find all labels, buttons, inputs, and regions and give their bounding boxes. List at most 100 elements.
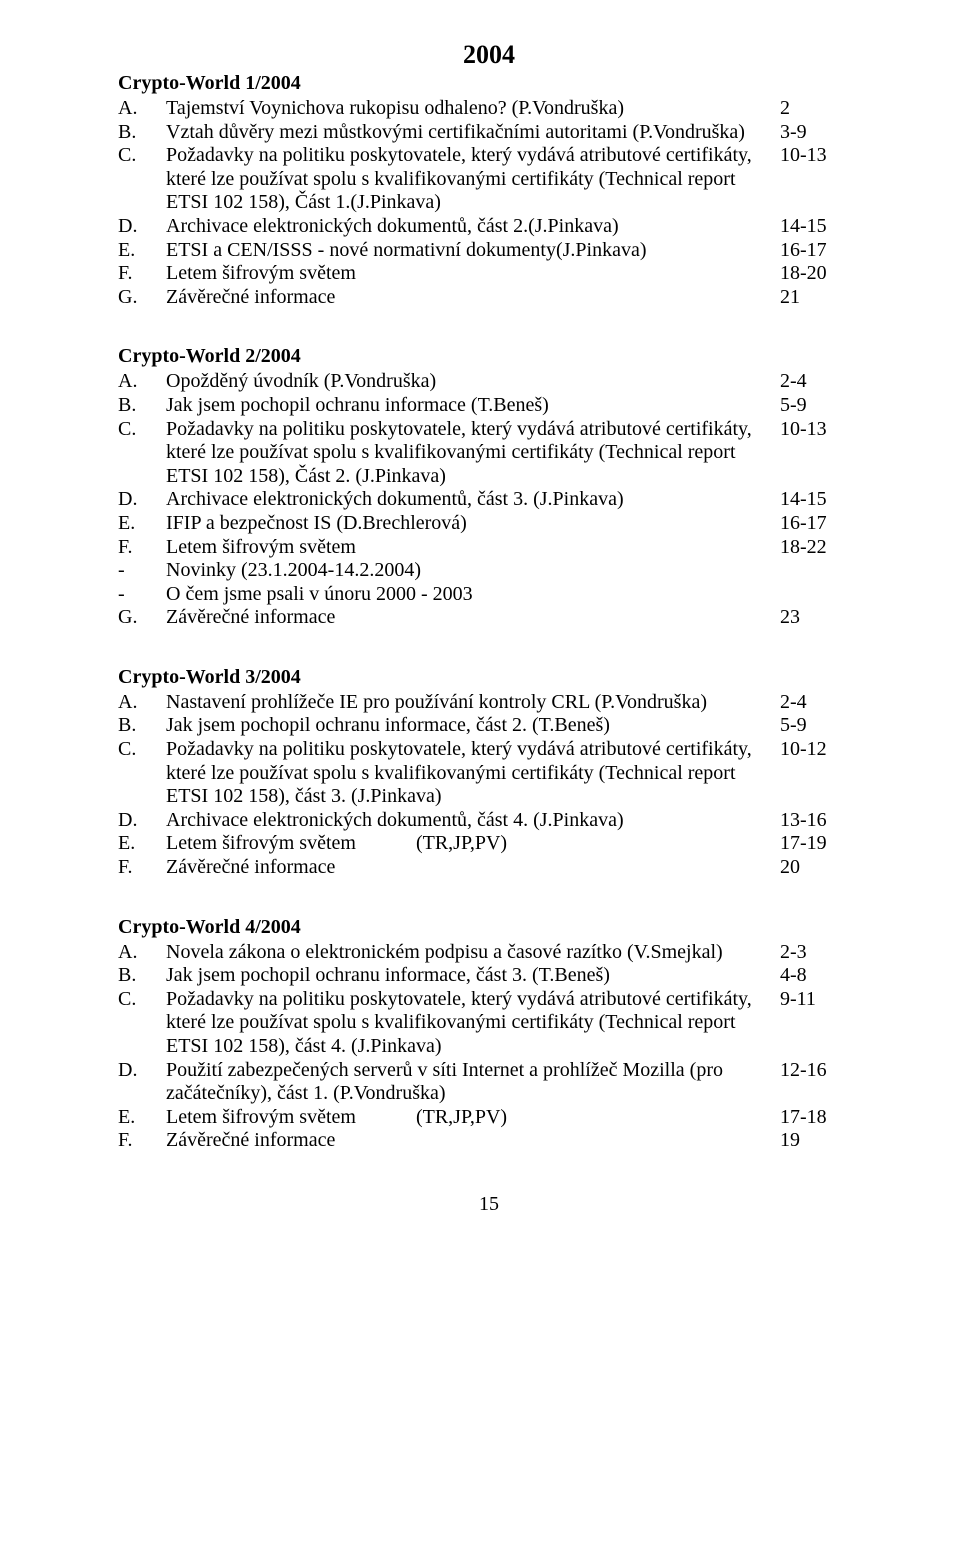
entry-text: Požadavky na politiku poskytovatele, kte… bbox=[166, 418, 756, 489]
entry-text: Závěrečné informace bbox=[166, 606, 756, 630]
entry-text: Požadavky na politiku poskytovatele, kte… bbox=[166, 144, 756, 215]
toc-entry: F.Letem šifrovým světem18-22 bbox=[118, 536, 860, 560]
entry-text: Letem šifrovým světem(TR,JP,PV) bbox=[166, 832, 756, 856]
entry-pages: 21 bbox=[756, 286, 860, 310]
entry-pages: 10-13 bbox=[756, 144, 860, 168]
entry-label: G. bbox=[118, 606, 166, 630]
entry-label: B. bbox=[118, 714, 166, 738]
year-heading: 2004 bbox=[118, 40, 860, 70]
entry-label: D. bbox=[118, 809, 166, 833]
issue-title: Crypto-World 3/2004 bbox=[118, 666, 860, 689]
toc-entry: D.Archivace elektronických dokumentů, čá… bbox=[118, 215, 860, 239]
entry-text: Jak jsem pochopil ochranu informace, čás… bbox=[166, 714, 756, 738]
entry-label: D. bbox=[118, 1059, 166, 1083]
entry-text: Závěrečné informace bbox=[166, 856, 756, 880]
toc-note: -Novinky (23.1.2004-14.2.2004) bbox=[118, 559, 860, 583]
entry-label: E. bbox=[118, 1106, 166, 1130]
toc-entry: A.Opožděný úvodník (P.Vondruška)2-4 bbox=[118, 370, 860, 394]
note-pages bbox=[756, 559, 860, 583]
entry-label: C. bbox=[118, 988, 166, 1012]
entry-pages: 19 bbox=[756, 1129, 860, 1153]
toc-entry: F.Závěrečné informace20 bbox=[118, 856, 860, 880]
entry-text: Novela zákona o elektronickém podpisu a … bbox=[166, 941, 756, 965]
toc-entry: C.Požadavky na politiku poskytovatele, k… bbox=[118, 988, 860, 1059]
entry-pages: 5-9 bbox=[756, 394, 860, 418]
entry-label: C. bbox=[118, 418, 166, 442]
note-hyphen: - bbox=[118, 583, 166, 607]
entry-label: B. bbox=[118, 964, 166, 988]
entry-pages: 10-13 bbox=[756, 418, 860, 442]
toc-entry: G.Závěrečné informace21 bbox=[118, 286, 860, 310]
entry-label: G. bbox=[118, 286, 166, 310]
entry-label: D. bbox=[118, 215, 166, 239]
entry-label: C. bbox=[118, 738, 166, 762]
page-number: 15 bbox=[118, 1193, 860, 1216]
entry-text: Opožděný úvodník (P.Vondruška) bbox=[166, 370, 756, 394]
entry-text: Letem šifrovým světem bbox=[166, 262, 756, 286]
toc-entry: C.Požadavky na politiku poskytovatele, k… bbox=[118, 144, 860, 215]
entry-pages: 16-17 bbox=[756, 512, 860, 536]
entry-pages: 16-17 bbox=[756, 239, 860, 263]
entry-text: IFIP a bezpečnost IS (D.Brechlerová) bbox=[166, 512, 756, 536]
toc-entry: E.ETSI a CEN/ISSS - nové normativní doku… bbox=[118, 239, 860, 263]
toc-entry: E.IFIP a bezpečnost IS (D.Brechlerová)16… bbox=[118, 512, 860, 536]
toc-entry: F.Závěrečné informace19 bbox=[118, 1129, 860, 1153]
entry-text: Archivace elektronických dokumentů, část… bbox=[166, 215, 756, 239]
entry-label: F. bbox=[118, 262, 166, 286]
entry-label: A. bbox=[118, 691, 166, 715]
toc-entry: D.Použití zabezpečených serverů v síti I… bbox=[118, 1059, 860, 1106]
entry-label: B. bbox=[118, 121, 166, 145]
entry-pages: 17-19 bbox=[756, 832, 860, 856]
entry-label: A. bbox=[118, 370, 166, 394]
entry-pages: 3-9 bbox=[756, 121, 860, 145]
entry-pages: 2-4 bbox=[756, 691, 860, 715]
entry-pages: 2-3 bbox=[756, 941, 860, 965]
toc-entry: D.Archivace elektronických dokumentů, čá… bbox=[118, 809, 860, 833]
entry-text: Jak jsem pochopil ochranu informace (T.B… bbox=[166, 394, 756, 418]
entry-label: E. bbox=[118, 512, 166, 536]
entry-pages: 14-15 bbox=[756, 488, 860, 512]
issue-block: Crypto-World 2/2004A.Opožděný úvodník (P… bbox=[118, 345, 860, 630]
note-text: Novinky (23.1.2004-14.2.2004) bbox=[166, 559, 756, 583]
entry-pages: 18-20 bbox=[756, 262, 860, 286]
toc-entry: E.Letem šifrovým světem(TR,JP,PV)17-19 bbox=[118, 832, 860, 856]
issue-block: Crypto-World 3/2004A.Nastavení prohlížeč… bbox=[118, 666, 860, 880]
entry-text: Letem šifrovým světem bbox=[166, 536, 756, 560]
entry-pages: 17-18 bbox=[756, 1106, 860, 1130]
toc-entry: A.Novela zákona o elektronickém podpisu … bbox=[118, 941, 860, 965]
entry-label: E. bbox=[118, 239, 166, 263]
document-page: 2004 Crypto-World 1/2004A.Tajemství Voyn… bbox=[0, 0, 960, 1246]
toc-entry: D.Archivace elektronických dokumentů, čá… bbox=[118, 488, 860, 512]
issue-title: Crypto-World 4/2004 bbox=[118, 916, 860, 939]
issue-block: Crypto-World 4/2004A.Novela zákona o ele… bbox=[118, 916, 860, 1153]
toc-entry: C.Požadavky na politiku poskytovatele, k… bbox=[118, 418, 860, 489]
entry-text: Požadavky na politiku poskytovatele, kte… bbox=[166, 988, 756, 1059]
entry-label: B. bbox=[118, 394, 166, 418]
toc-entry: C.Požadavky na politiku poskytovatele, k… bbox=[118, 738, 860, 809]
entry-text: Tajemství Voynichova rukopisu odhaleno? … bbox=[166, 97, 756, 121]
entry-pages: 2 bbox=[756, 97, 860, 121]
entry-pages: 14-15 bbox=[756, 215, 860, 239]
entry-label: A. bbox=[118, 941, 166, 965]
entry-text: Závěrečné informace bbox=[166, 1129, 756, 1153]
toc-entry: B.Vztah důvěry mezi můstkovými certifika… bbox=[118, 121, 860, 145]
issue-block: Crypto-World 1/2004A.Tajemství Voynichov… bbox=[118, 72, 860, 309]
entry-pages: 10-12 bbox=[756, 738, 860, 762]
note-text: O čem jsme psali v únoru 2000 - 2003 bbox=[166, 583, 756, 607]
entry-pages: 5-9 bbox=[756, 714, 860, 738]
toc-entry: B.Jak jsem pochopil ochranu informace, č… bbox=[118, 964, 860, 988]
entry-label: A. bbox=[118, 97, 166, 121]
issues-container: Crypto-World 1/2004A.Tajemství Voynichov… bbox=[118, 72, 860, 1153]
note-pages bbox=[756, 583, 860, 607]
entry-text: Jak jsem pochopil ochranu informace, čás… bbox=[166, 964, 756, 988]
entry-label: D. bbox=[118, 488, 166, 512]
entry-text: ETSI a CEN/ISSS - nové normativní dokume… bbox=[166, 239, 756, 263]
entry-pages: 4-8 bbox=[756, 964, 860, 988]
entry-label: E. bbox=[118, 832, 166, 856]
entry-text: Použití zabezpečených serverů v síti Int… bbox=[166, 1059, 756, 1106]
entry-text: Archivace elektronických dokumentů, část… bbox=[166, 809, 756, 833]
issue-title: Crypto-World 2/2004 bbox=[118, 345, 860, 368]
entry-pages: 9-11 bbox=[756, 988, 860, 1012]
entry-text: Letem šifrovým světem(TR,JP,PV) bbox=[166, 1106, 756, 1130]
toc-note: -O čem jsme psali v únoru 2000 - 2003 bbox=[118, 583, 860, 607]
